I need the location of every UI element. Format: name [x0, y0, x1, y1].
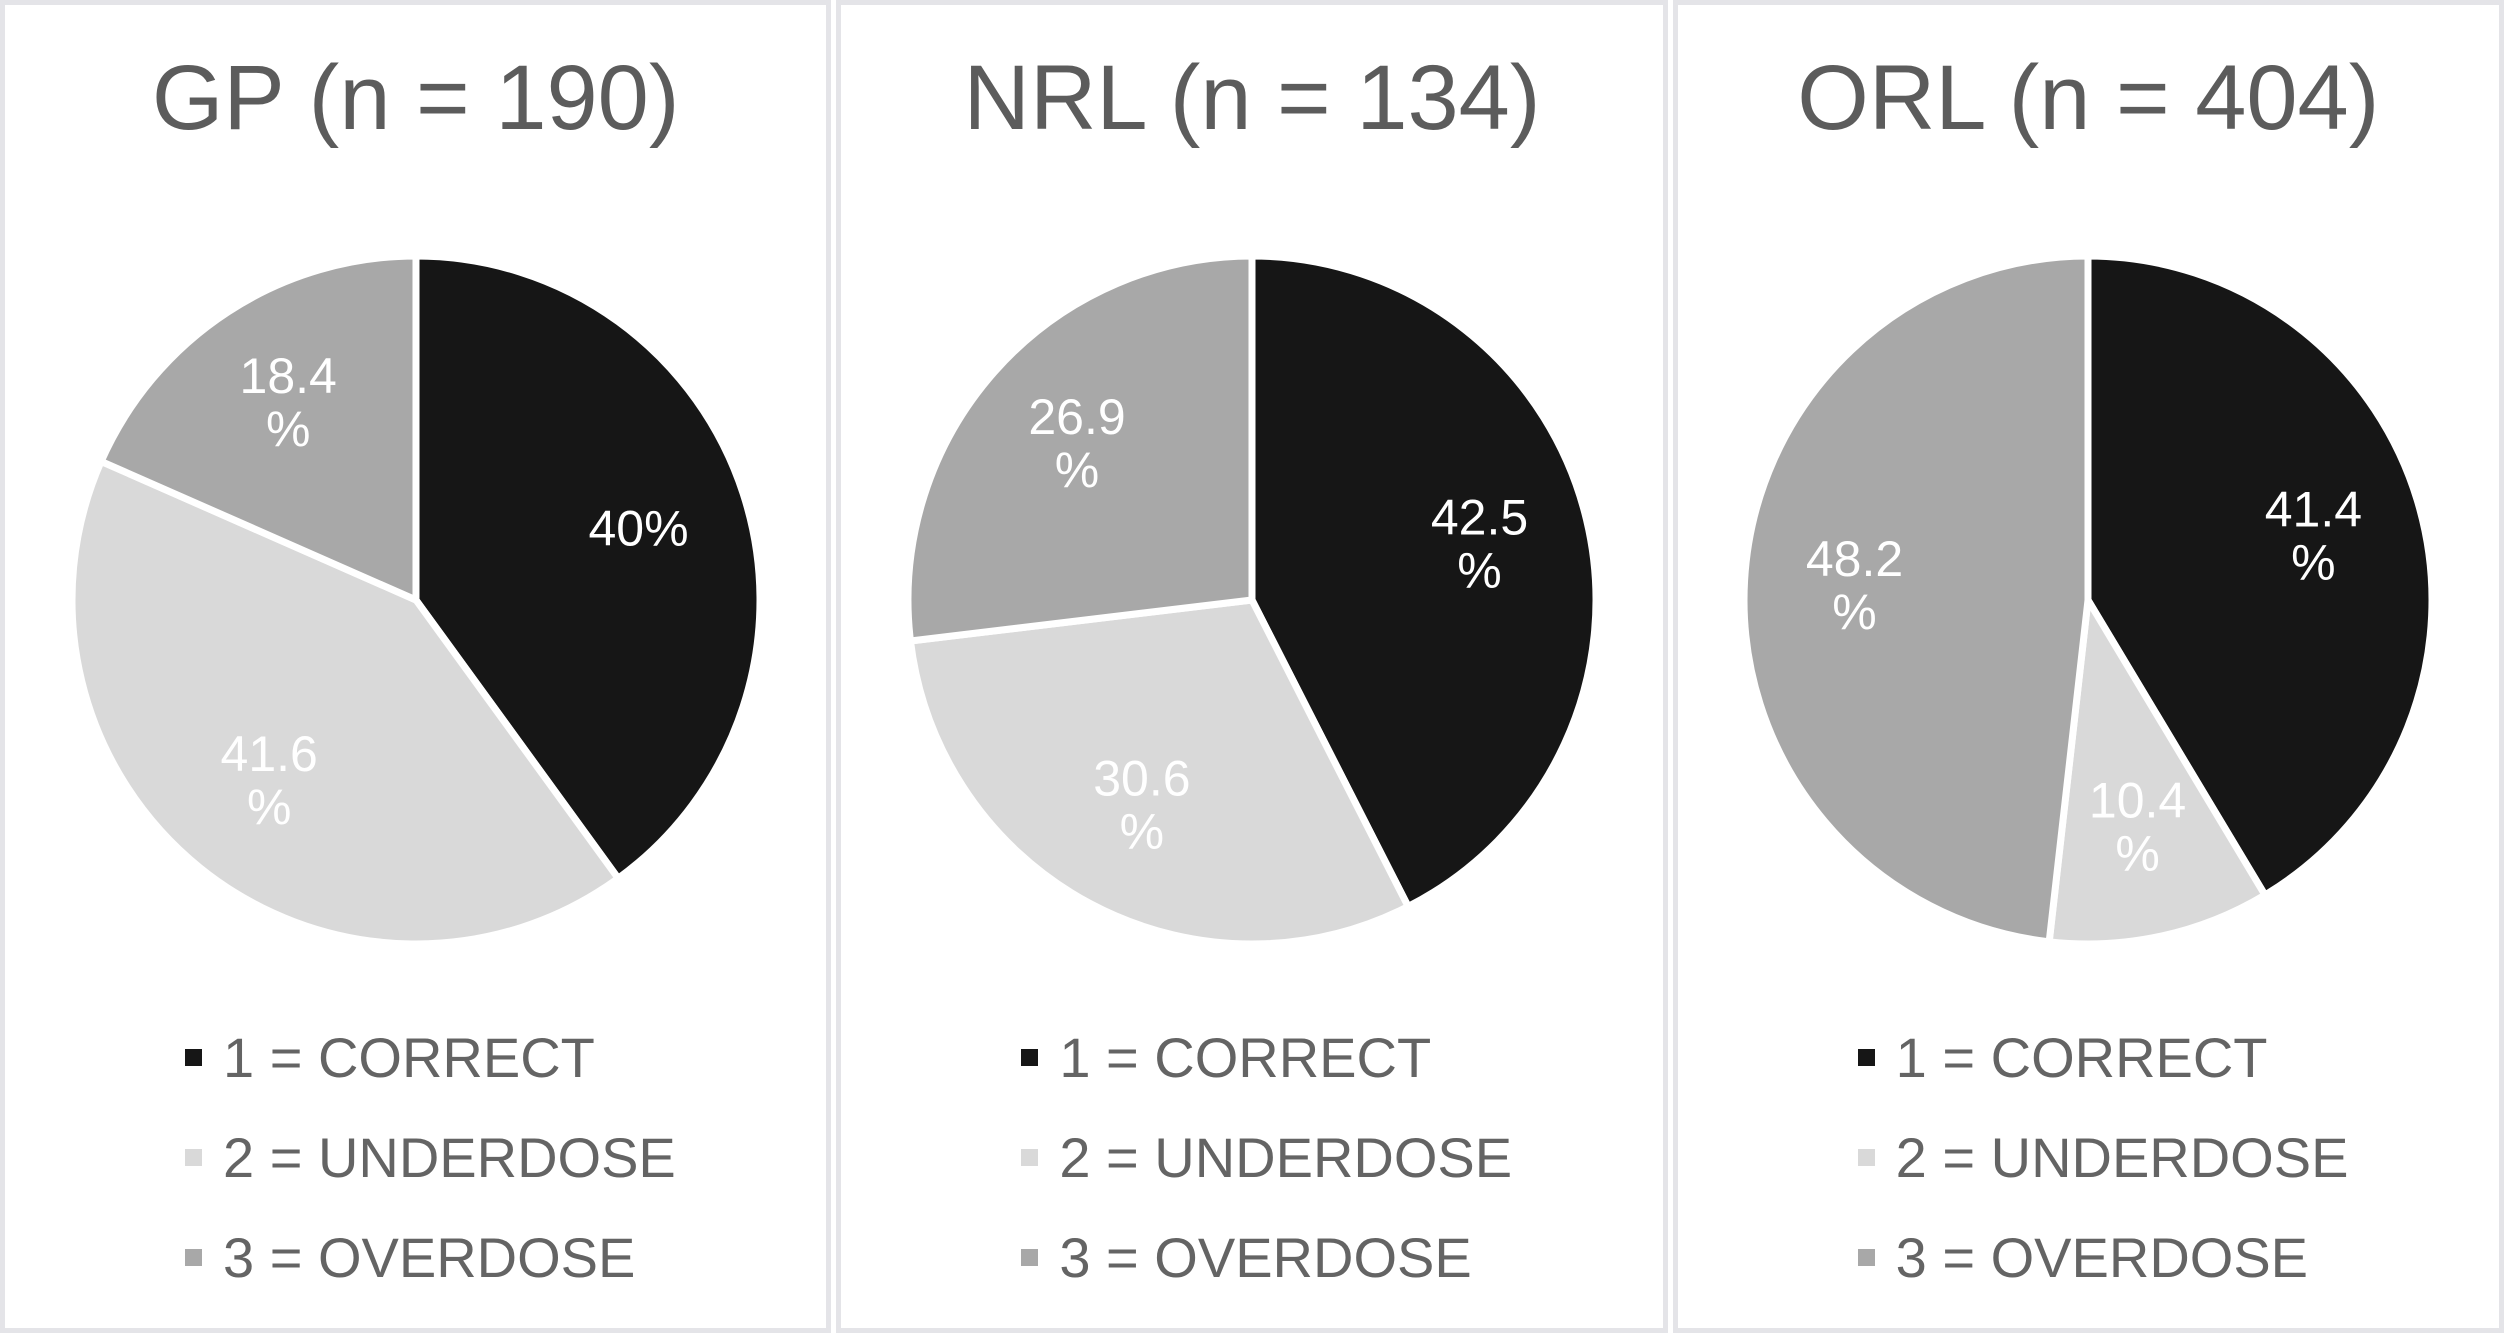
legend-item-overdose: 3 = OVERDOSE: [1021, 1228, 1662, 1287]
pie-slice-label: 42.5%: [1431, 489, 1528, 598]
legend-swatch-correct: [185, 1049, 202, 1066]
legend-item-overdose: 3 = OVERDOSE: [185, 1228, 826, 1287]
legend-gp: 1 = CORRECT 2 = UNDERDOSE 3 = OVERDOSE: [185, 1028, 826, 1287]
legend-swatch-underdose: [185, 1149, 202, 1166]
pie-slice-label: 41.4%: [2265, 482, 2362, 591]
legend-label-underdose: 2 = UNDERDOSE: [1059, 1126, 1513, 1189]
legend-label-underdose: 2 = UNDERDOSE: [223, 1126, 676, 1189]
pie-chart-gp: 40% 41.6 % 18.4%: [68, 252, 764, 948]
legend-label-underdose: 2 = UNDERDOSE: [1895, 1126, 2349, 1189]
panel-nrl: NRL (n = 134) 42.5% 30.6% 26.9% 1 = CORREC…: [836, 0, 1668, 1333]
legend-swatch-correct: [1857, 1049, 1875, 1066]
legend-item-underdose: 2 = UNDERDOSE: [1857, 1126, 2499, 1189]
panel-gp: GP (n = 190) 40% 41.6% 18.4% 1 = CORRECT 2…: [0, 0, 832, 1333]
pie-slice-label: 48.2%: [1806, 531, 1903, 640]
chart-title-gp: GP (n = 190): [151, 47, 680, 149]
legend-item-underdose: 2 = UNDERDOSE: [1021, 1128, 1662, 1187]
pie-slice-label: 26.9%: [1028, 389, 1125, 498]
legend-nrl: 1 = CORRECT 2 = UNDERDOSE 3 = OVERDOSE: [1021, 1028, 1662, 1287]
pie-slice: [906, 596, 1413, 948]
legend-swatch-correct: [1021, 1049, 1039, 1066]
legend-item-overdose: 3 = OVERDOSE: [1857, 1226, 2499, 1289]
legend-label-correct: 1 = CORRECT: [1895, 1026, 2268, 1089]
pie-slice-label: 40%: [588, 501, 688, 557]
legend-label-correct: 1 = CORRECT: [223, 1026, 595, 1089]
pie-slice: [2045, 589, 2271, 948]
chart-title-nrl: NRL (n = 134): [963, 47, 1541, 149]
pie-slice-label: 41.6%: [220, 726, 317, 835]
pie-slice: [412, 252, 764, 884]
chart-title-orl: ORL (n = 404): [1797, 47, 2380, 149]
legend-label-overdose: 3 = OVERDOSE: [223, 1226, 636, 1289]
pie-slice-label: 30.6%: [1093, 750, 1190, 859]
pie-slice-label: 10.4%: [2089, 773, 2186, 882]
legend-item-correct: 1 = CORRECT: [185, 1028, 826, 1087]
pie-slice: [904, 252, 1256, 645]
pie-chart-orl: 41.4 % 10.4 % 48.2%: [1740, 252, 2436, 948]
legend-swatch-underdose: [1857, 1149, 1875, 1166]
pie-slice: [96, 252, 420, 606]
legend-label-correct: 1 = CORRECT: [1059, 1026, 1432, 1089]
pie-slice: [1248, 252, 1600, 912]
legend-swatch-overdose: [185, 1249, 202, 1266]
legend-swatch-overdose: [1857, 1249, 1875, 1266]
legend-item-correct: 1 = CORRECT: [1857, 1026, 2499, 1089]
legend-label-overdose: 3 = OVERDOSE: [1059, 1226, 1472, 1289]
legend-swatch-underdose: [1021, 1149, 1039, 1166]
legend-label-overdose: 3 = OVERDOSE: [1895, 1226, 2309, 1289]
legend-item-underdose: 2 = UNDERDOSE: [185, 1128, 826, 1187]
panel-orl: ORL (n = 404) 41.4% 10.4% 48.2% 1 = CORREC…: [1672, 0, 2504, 1333]
legend-item-correct: 1 = CORRECT: [1021, 1028, 1662, 1087]
legend-orl: 1 = CORRECT 2 = UNDERDOSE 3 = OVERDOSE: [1857, 1026, 2499, 1289]
pie-slice: [1740, 252, 2092, 946]
legend-swatch-overdose: [1021, 1249, 1039, 1266]
pie-chart-nrl: 42.5 % 30.6 % 26.9%: [904, 252, 1600, 948]
pie-slice: [68, 456, 623, 948]
pie-slice: [2084, 252, 2436, 900]
pie-slice-label: 18.4%: [239, 348, 336, 457]
